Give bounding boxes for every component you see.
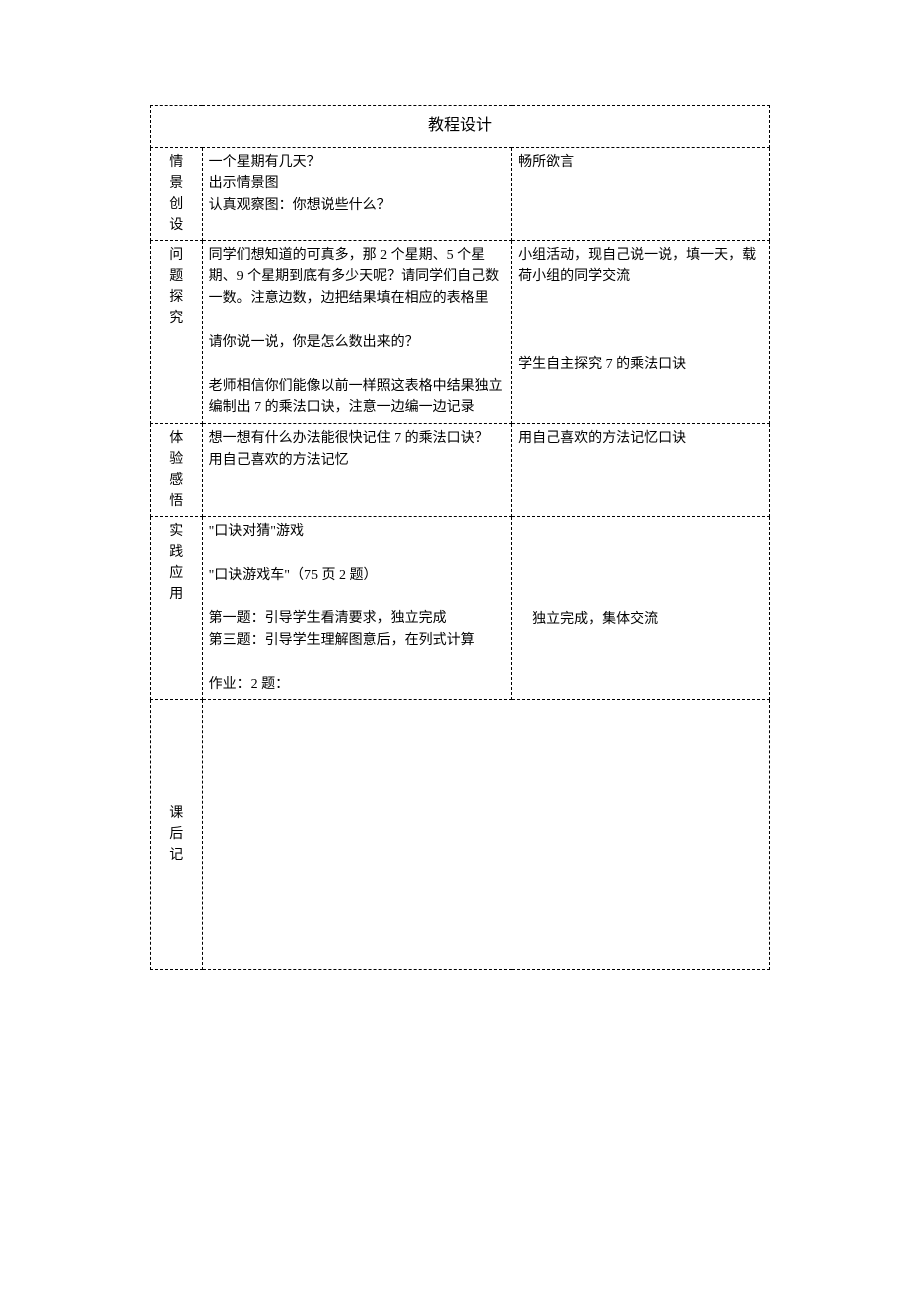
inquiry-mid: 同学们想知道的可真多，那 2 个星期、5 个星期、9 个星期到底有多少天呢？请同… bbox=[202, 240, 512, 423]
label-char: 景 bbox=[169, 173, 183, 194]
label-char: 后 bbox=[169, 824, 183, 845]
text: "口诀对猜"游戏 bbox=[209, 521, 506, 543]
table-title: 教程设计 bbox=[151, 106, 770, 148]
inquiry-right: 小组活动，现自己说一说，填一天，载荷小组的同学交流 学生自主探究 7 的乘法口诀 bbox=[512, 240, 770, 423]
label-char: 践 bbox=[169, 542, 183, 563]
text: 同学们想知道的可真多，那 2 个星期、5 个星期、9 个星期到底有多少天呢？请同… bbox=[209, 245, 506, 310]
text: 学生自主探究 7 的乘法口诀 bbox=[518, 354, 763, 376]
text: 请你说一说，你是怎么数出来的？ bbox=[209, 332, 506, 354]
text: 认真观察图：你想说些什么？ bbox=[209, 195, 506, 217]
label-char: 悟 bbox=[169, 491, 183, 512]
label-char: 验 bbox=[169, 449, 183, 470]
notes-content bbox=[202, 700, 769, 970]
label-experience: 体 验 感 悟 bbox=[151, 423, 203, 516]
header-row: 教程设计 bbox=[151, 106, 770, 148]
text: 小组活动，现自己说一说，填一天，载荷小组的同学交流 bbox=[518, 245, 763, 288]
label-char: 情 bbox=[169, 152, 183, 173]
text: "口诀游戏车"（75 页 2 题） bbox=[209, 565, 506, 587]
text: 第一题：引导学生看清要求，独立完成 bbox=[209, 608, 506, 630]
text: 出示情景图 bbox=[209, 173, 506, 195]
row-application: 实 践 应 用 "口诀对猜"游戏 "口诀游戏车"（75 页 2 题） 第一题：引… bbox=[151, 516, 770, 699]
label-char: 究 bbox=[169, 308, 183, 329]
text: 第三题：引导学生理解图意后，在列式计算 bbox=[209, 630, 506, 652]
label-char: 问 bbox=[169, 245, 183, 266]
label-char: 用 bbox=[169, 584, 183, 605]
label-char: 设 bbox=[169, 215, 183, 236]
scene-mid: 一个星期有几天？ 出示情景图 认真观察图：你想说些什么？ bbox=[202, 147, 512, 240]
lesson-plan-table: 教程设计 情 景 创 设 一个星期有几天？ 出示情景图 认真观察图：你想说些什么… bbox=[150, 105, 770, 970]
label-scene: 情 景 创 设 bbox=[151, 147, 203, 240]
text: 用自己喜欢的方法记忆口诀 bbox=[518, 428, 763, 450]
label-char: 感 bbox=[169, 470, 183, 491]
label-char: 体 bbox=[169, 428, 183, 449]
label-char: 题 bbox=[169, 266, 183, 287]
experience-right: 用自己喜欢的方法记忆口诀 bbox=[512, 423, 770, 516]
label-char: 创 bbox=[169, 194, 183, 215]
application-mid: "口诀对猜"游戏 "口诀游戏车"（75 页 2 题） 第一题：引导学生看清要求，… bbox=[202, 516, 512, 699]
scene-right: 畅所欲言 bbox=[512, 147, 770, 240]
label-char: 记 bbox=[169, 845, 183, 866]
row-notes: 课 后 记 bbox=[151, 700, 770, 970]
application-right: 独立完成，集体交流 bbox=[512, 516, 770, 699]
text: 畅所欲言 bbox=[518, 152, 763, 174]
text: 一个星期有几天？ bbox=[209, 152, 506, 174]
text: 想一想有什么办法能很快记住 7 的乘法口诀？ bbox=[209, 428, 506, 450]
row-inquiry: 问 题 探 究 同学们想知道的可真多，那 2 个星期、5 个星期、9 个星期到底… bbox=[151, 240, 770, 423]
label-application: 实 践 应 用 bbox=[151, 516, 203, 699]
text: 作业：2 题： bbox=[209, 674, 506, 696]
text: 用自己喜欢的方法记忆 bbox=[209, 450, 506, 472]
text: 老师相信你们能像以前一样照这表格中结果独立编制出 7 的乘法口诀，注意一边编一边… bbox=[209, 376, 506, 419]
row-scene: 情 景 创 设 一个星期有几天？ 出示情景图 认真观察图：你想说些什么？ 畅所欲… bbox=[151, 147, 770, 240]
row-experience: 体 验 感 悟 想一想有什么办法能很快记住 7 的乘法口诀？ 用自己喜欢的方法记… bbox=[151, 423, 770, 516]
label-char: 应 bbox=[169, 563, 183, 584]
label-notes: 课 后 记 bbox=[151, 700, 203, 970]
label-inquiry: 问 题 探 究 bbox=[151, 240, 203, 423]
text: 独立完成，集体交流 bbox=[518, 609, 763, 631]
label-char: 课 bbox=[169, 803, 183, 824]
label-char: 探 bbox=[169, 287, 183, 308]
experience-mid: 想一想有什么办法能很快记住 7 的乘法口诀？ 用自己喜欢的方法记忆 bbox=[202, 423, 512, 516]
label-char: 实 bbox=[169, 521, 183, 542]
